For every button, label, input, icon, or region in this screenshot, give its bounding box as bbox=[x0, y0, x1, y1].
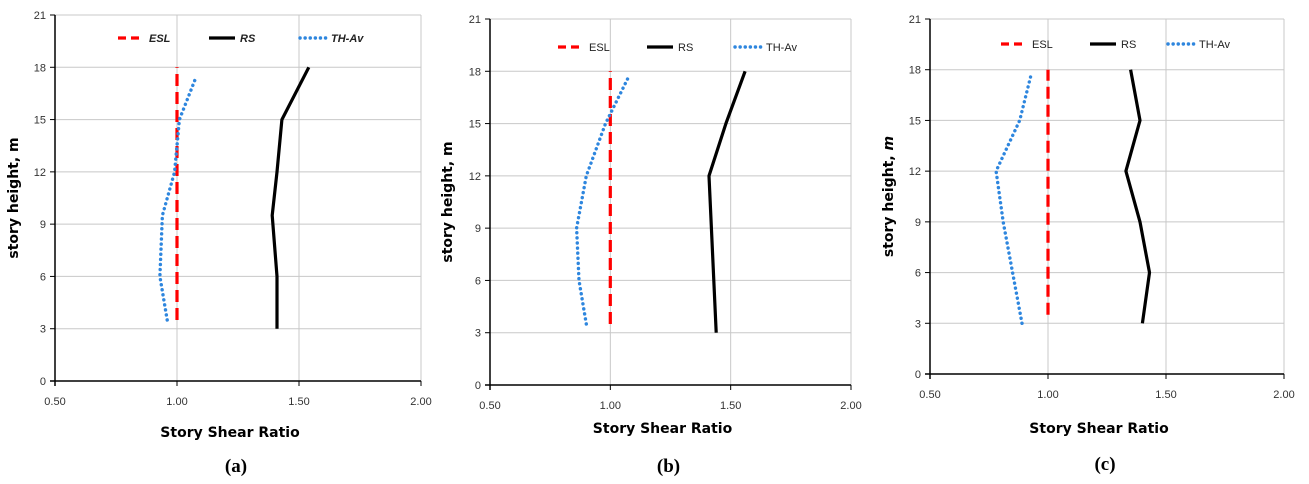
y-tick-label: 15 bbox=[469, 119, 481, 131]
series-line-rs bbox=[270, 66, 311, 329]
legend-label-th-av: TH-Av bbox=[766, 42, 797, 54]
y-tick-label: 3 bbox=[475, 328, 481, 340]
y-tick-label: 18 bbox=[909, 65, 921, 77]
y-tick-label: 18 bbox=[34, 62, 46, 74]
x-tick-label: 2.00 bbox=[840, 400, 861, 412]
x-axis-label: Story Shear Ratio bbox=[1029, 421, 1169, 437]
y-tick-label: 0 bbox=[475, 380, 481, 392]
panel-label: (b) bbox=[657, 456, 680, 477]
y-tick-label: 0 bbox=[915, 369, 921, 381]
y-tick-label: 15 bbox=[909, 115, 921, 127]
y-tick-label: 15 bbox=[34, 115, 46, 127]
y-tick-label: 6 bbox=[475, 275, 481, 287]
legend-label-esl: ESL bbox=[149, 33, 171, 45]
legend-label-rs: RS bbox=[1121, 39, 1136, 51]
y-axis-label: story height, m bbox=[6, 137, 22, 258]
y-tick-label: 9 bbox=[915, 217, 921, 229]
series-line-th-av bbox=[994, 71, 1034, 325]
y-tick-label: 3 bbox=[40, 324, 46, 336]
legend-label-th-av: TH-Av bbox=[331, 33, 364, 45]
series-line-th-av bbox=[574, 73, 632, 326]
x-tick-label: 0.50 bbox=[919, 389, 940, 401]
x-axis-label: Story Shear Ratio bbox=[160, 425, 300, 441]
legend-label-th-av: TH-Av bbox=[1199, 39, 1230, 51]
y-tick-label: 9 bbox=[475, 223, 481, 235]
y-axis-label: story height, m bbox=[881, 136, 897, 257]
y-tick-label: 12 bbox=[469, 171, 481, 183]
chart-c: 0 3 6 9 12 15 18 21 0.50 1.00 1.50 2.00 ESL RS TH-Av st… bbox=[881, 14, 1295, 475]
x-tick-label: 2.00 bbox=[1273, 389, 1294, 401]
x-tick-label: 1.00 bbox=[166, 396, 187, 408]
y-tick-label: 6 bbox=[40, 271, 46, 283]
legend-label-rs: RS bbox=[240, 33, 256, 45]
x-tick-label: 1.50 bbox=[288, 396, 309, 408]
legend-label-esl: ESL bbox=[1032, 39, 1053, 51]
legend-label-esl: ESL bbox=[589, 42, 610, 54]
y-tick-label: 6 bbox=[915, 268, 921, 280]
x-tick-label: 1.00 bbox=[600, 400, 621, 412]
y-tick-label: 3 bbox=[915, 318, 921, 330]
x-tick-label: 1.50 bbox=[1155, 389, 1176, 401]
panel-label: (a) bbox=[225, 456, 247, 477]
chart-a: 0 3 6 9 12 15 18 21 0.50 1.00 1.50 2.00 ESL RS TH-Av st… bbox=[6, 10, 432, 477]
panel-label: (c) bbox=[1094, 454, 1115, 475]
x-tick-label: 1.50 bbox=[720, 400, 741, 412]
chart-b: 0 3 6 9 12 15 18 21 0.50 1.00 1.50 2.00 ESL RS TH-Av st… bbox=[440, 14, 862, 477]
y-tick-label: 0 bbox=[40, 376, 46, 388]
y-axis-label: story height, m bbox=[440, 141, 456, 262]
y-tick-label: 21 bbox=[469, 14, 481, 26]
series-line-rs bbox=[707, 70, 747, 333]
x-tick-label: 1.00 bbox=[1037, 389, 1058, 401]
y-tick-label: 18 bbox=[469, 66, 481, 78]
y-tick-label: 21 bbox=[909, 14, 921, 26]
x-tick-label: 0.50 bbox=[44, 396, 65, 408]
y-tick-label: 12 bbox=[909, 166, 921, 178]
series-line-th-av bbox=[158, 74, 199, 322]
x-axis-label: Story Shear Ratio bbox=[593, 421, 733, 437]
y-tick-label: 12 bbox=[34, 167, 46, 179]
y-tick-label: 9 bbox=[40, 219, 46, 231]
x-tick-label: 0.50 bbox=[479, 400, 500, 412]
legend-label-rs: RS bbox=[678, 42, 693, 54]
series-line-rs bbox=[1124, 69, 1152, 324]
y-tick-label: 21 bbox=[34, 10, 46, 22]
x-tick-label: 2.00 bbox=[410, 396, 431, 408]
